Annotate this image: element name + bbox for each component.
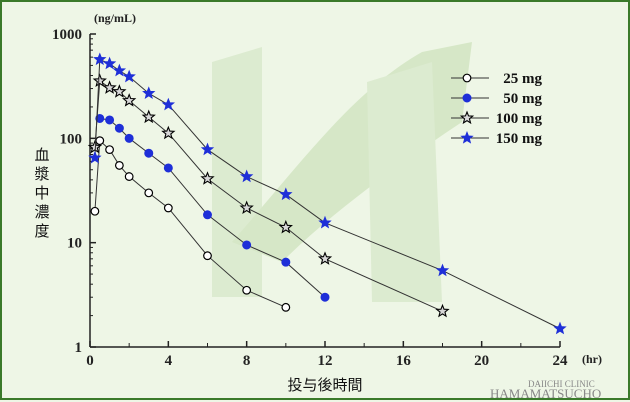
series-line (94, 139, 287, 308)
y-axis-title-char: 中 (34, 184, 49, 202)
data-point (122, 69, 136, 83)
x-tick-label: 4 (165, 353, 173, 369)
data-point (318, 215, 332, 229)
data-point (435, 263, 450, 277)
data-point (163, 163, 173, 173)
data-point (114, 161, 124, 170)
data-point (122, 93, 137, 107)
data-point (239, 200, 254, 215)
x-tick-label: 16 (396, 353, 412, 369)
data-point (242, 240, 252, 250)
data-point (141, 109, 156, 124)
data-point (112, 63, 127, 77)
data-point (92, 73, 107, 87)
y-tick-label: 1 (75, 340, 83, 356)
y-unit-label: (ng/mL) (94, 11, 136, 25)
series-layer (87, 52, 567, 335)
data-point (112, 84, 127, 98)
legend-marker (459, 110, 475, 125)
legend-marker (460, 130, 474, 144)
data-point (200, 142, 215, 156)
data-point (93, 52, 107, 66)
y-tick-label: 100 (60, 131, 83, 147)
data-point (553, 321, 567, 335)
data-point (105, 115, 115, 125)
x-unit-label: (hr) (582, 352, 602, 366)
data-point (144, 188, 154, 198)
clinic-logo-watermark (212, 42, 472, 302)
x-axis-ticks: 0 4 8 12 16 20 24 (86, 341, 568, 369)
data-point (124, 172, 134, 181)
data-point (435, 303, 450, 318)
data-point (200, 171, 215, 185)
x-tick-label: 8 (243, 353, 251, 369)
data-point (102, 80, 117, 94)
data-point (163, 203, 173, 213)
legend-marker (462, 73, 472, 83)
data-point (161, 97, 176, 111)
data-point (278, 219, 293, 234)
y-axis-title-char: 血 (34, 146, 49, 164)
y-axis-title-char: 度 (34, 222, 49, 240)
data-point (142, 86, 156, 99)
x-tick-label: 24 (553, 353, 569, 369)
data-point (88, 150, 102, 164)
legend-label: 100 mg (496, 111, 543, 127)
data-point (95, 113, 105, 123)
series-2 (87, 73, 450, 318)
data-point (114, 123, 124, 133)
y-tick-label: 1000 (52, 27, 82, 43)
x-axis-title: 投与後時間 (287, 376, 362, 394)
y-axis-ticks: 1 10 100 1000 (52, 27, 96, 356)
y-axis-title-char: 濃 (34, 203, 49, 221)
watermark-line1: DAIICHI CLINIC (528, 379, 595, 389)
x-tick-label: 12 (318, 353, 333, 369)
data-point (203, 251, 212, 261)
series-3 (88, 52, 567, 335)
x-tick-label: 20 (474, 353, 489, 369)
data-point (239, 169, 254, 183)
legend-label: 25 mg (503, 71, 542, 87)
data-point (242, 285, 252, 295)
data-point (281, 302, 291, 312)
legend-marker (462, 93, 472, 103)
series-0 (90, 136, 291, 312)
data-point (105, 145, 114, 154)
legend: 25 mg 50 mg 100 mg 150 mg (451, 71, 542, 147)
data-point (102, 56, 117, 70)
watermark-line2: HAMAMATSUCHO (490, 386, 601, 401)
data-point (161, 125, 176, 140)
data-point (279, 187, 293, 201)
data-point (90, 206, 100, 216)
data-point (144, 148, 154, 158)
data-point (203, 210, 212, 220)
data-point (320, 292, 330, 302)
legend-label: 50 mg (503, 91, 542, 107)
y-tick-label: 10 (67, 236, 82, 252)
data-point (124, 133, 134, 143)
legend-label: 150 mg (496, 131, 543, 147)
y-axis-title-char: 漿 (34, 165, 49, 183)
data-point (317, 251, 333, 265)
x-tick-label: 0 (86, 353, 94, 369)
data-point (281, 257, 291, 267)
series-1 (95, 113, 330, 302)
data-point (95, 136, 105, 146)
series-line (99, 117, 326, 298)
